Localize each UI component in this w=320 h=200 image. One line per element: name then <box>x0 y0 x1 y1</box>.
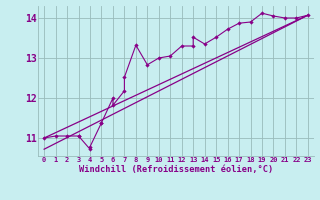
X-axis label: Windchill (Refroidissement éolien,°C): Windchill (Refroidissement éolien,°C) <box>79 165 273 174</box>
